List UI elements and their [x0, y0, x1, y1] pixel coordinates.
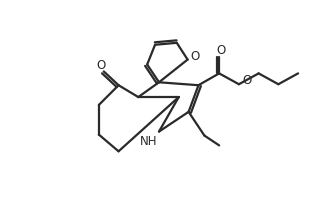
Text: O: O: [190, 50, 199, 63]
Text: NH: NH: [139, 134, 157, 147]
Text: O: O: [217, 44, 226, 57]
Text: O: O: [242, 73, 252, 86]
Text: O: O: [96, 59, 106, 72]
